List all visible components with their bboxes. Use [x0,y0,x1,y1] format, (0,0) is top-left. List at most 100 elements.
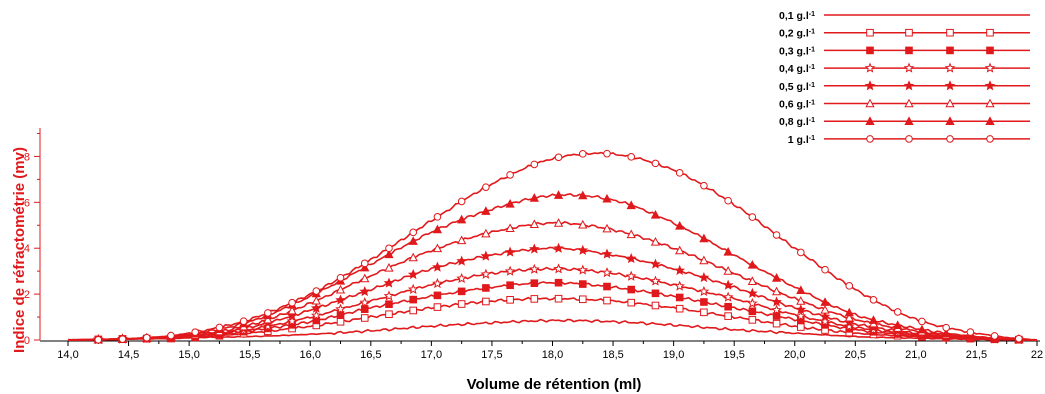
data-point [336,317,345,326]
data-point [385,244,393,253]
legend-item: 0,4 g.l-1 [779,62,1030,75]
data-point [966,328,975,336]
x-tick-label: 15,0 [178,349,199,361]
series-lines [67,149,1038,345]
legend-item: 0,1 g.l-1 [779,10,1030,22]
data-point [553,218,564,227]
x-tick-label: 20,0 [784,349,805,361]
data-point [772,231,781,239]
data-point [866,135,874,143]
data-point [407,268,419,280]
data-point [866,46,874,55]
data-point [432,224,443,234]
legend-item: 0,8 g.l-1 [779,116,1030,128]
data-point [529,193,539,202]
data-point [433,213,442,221]
data-point [724,196,732,205]
data-point [904,98,914,108]
data-point [984,62,996,73]
x-axis [40,340,1040,346]
data-point [504,246,516,257]
data-point [456,272,467,284]
data-point [796,285,806,295]
data-point [505,198,515,208]
data-point [865,116,875,125]
data-point [700,308,708,317]
data-point [946,135,954,143]
data-point [820,297,830,306]
data-point [383,290,395,301]
data-point [650,275,661,286]
legend-label: 0,6 g.l-1 [779,99,815,111]
legend-label: 1 g.l-1 [788,134,815,146]
y-tick-label: 6 [24,197,30,209]
data-point [650,209,661,219]
x-tick-label: 14,5 [118,349,139,361]
data-point [944,80,956,91]
legend-item: 0,6 g.l-1 [779,99,1030,111]
data-point [383,277,395,288]
data-point [432,277,443,289]
data-point [602,223,612,233]
data-point [578,150,587,158]
data-point [747,276,757,285]
data-point [457,300,466,308]
legend-label-exponent: -1 [809,117,815,124]
data-point [675,293,684,302]
x-tick-label: 17,0 [421,349,442,361]
data-point [94,335,103,344]
data-point [578,190,588,200]
data-point [457,214,467,224]
data-point [722,279,734,290]
series-4 [68,263,1038,345]
data-point [985,98,995,108]
data-point [747,287,758,298]
data-point [918,317,926,326]
data-point [239,317,248,326]
y-axis [34,128,41,341]
legend-label-exponent: -1 [809,81,815,88]
data-point [481,228,491,238]
data-point [359,297,371,308]
data-point [821,265,829,274]
data-point [554,278,563,287]
data-point [506,281,514,290]
y-tick-label: 0 [24,335,30,347]
data-point [603,282,611,291]
y-tick-label: 4 [24,243,30,255]
data-point [530,295,539,303]
data-point [795,304,807,315]
data-point [844,307,854,317]
data-point [336,273,345,282]
data-point [603,296,611,305]
legend-item: 0,3 g.l-1 [779,45,1030,57]
data-point [946,28,954,37]
data-point [868,315,879,324]
data-point [771,296,782,307]
data-point [529,243,540,254]
data-point [310,302,322,313]
data-point [312,287,321,295]
series-8 [68,149,1038,344]
data-point [264,309,272,317]
data-point [945,116,955,125]
data-point [409,295,418,304]
data-point [191,328,199,336]
legend-label-exponent: -1 [809,99,815,106]
data-point [723,246,733,256]
data-point [771,273,782,282]
data-point [865,98,875,108]
data-point [553,190,564,199]
legend-label: 0,3 g.l-1 [779,45,815,57]
data-point [142,333,151,342]
data-point [577,264,589,275]
data-point [288,298,296,307]
data-point [945,98,955,108]
data-point [990,332,999,340]
data-point [286,310,298,321]
data-point [578,219,588,229]
legend-item: 1 g.l-1 [788,134,1030,146]
data-point [722,291,734,302]
data-point [946,46,954,55]
